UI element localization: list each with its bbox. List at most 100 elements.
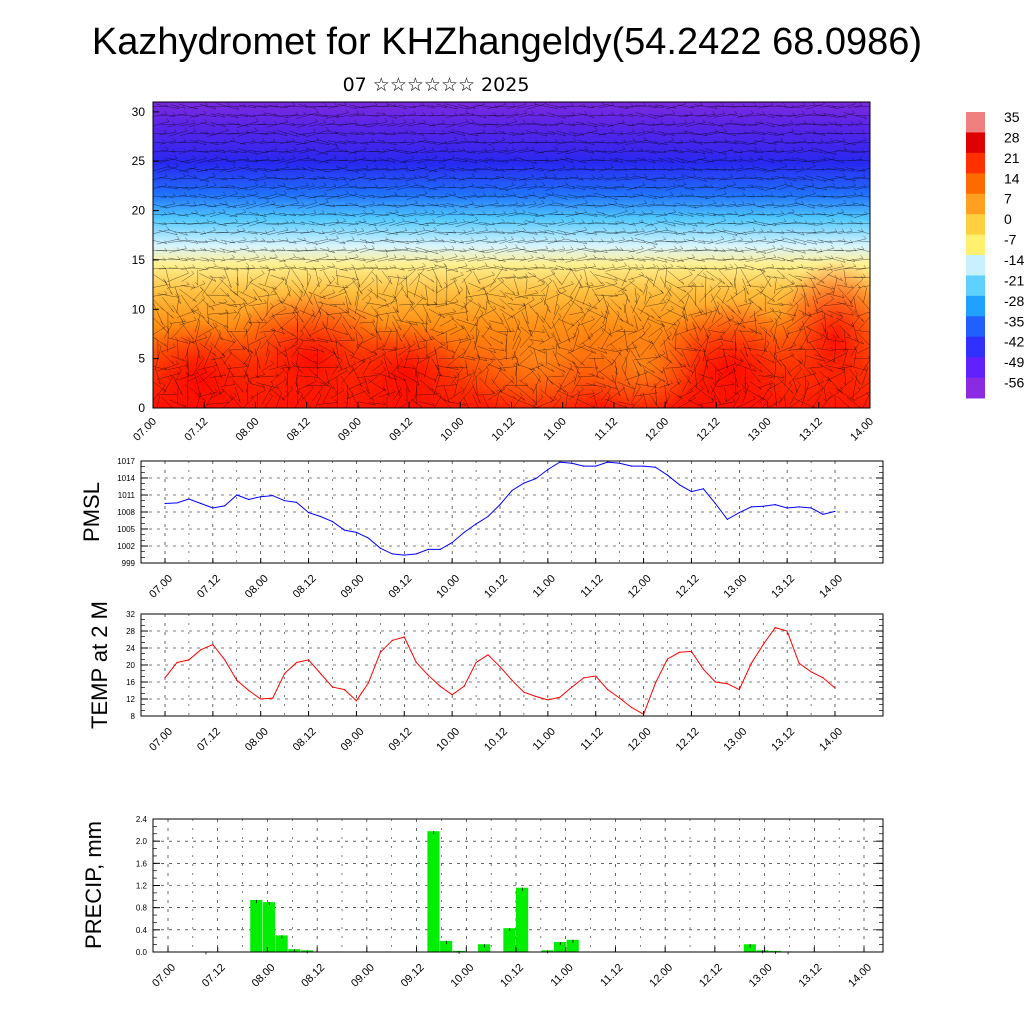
colorbar-label: -56	[1004, 375, 1024, 391]
precip-bar	[516, 887, 529, 952]
data-point	[212, 644, 214, 646]
data-point	[690, 491, 693, 493]
y-tick-label: 2.4	[136, 815, 148, 824]
data-point	[331, 686, 334, 688]
data-point	[487, 654, 489, 656]
colorbar-swatch	[966, 152, 985, 174]
data-point	[750, 662, 752, 664]
section-x-tick-label: 07.12	[182, 416, 210, 444]
x-tick-label: 08.12	[291, 726, 319, 754]
data-point	[319, 515, 322, 518]
data-point	[284, 500, 286, 502]
y-tick-label: 1011	[118, 491, 136, 500]
precip-bar	[478, 944, 491, 952]
panel-frame	[152, 818, 884, 953]
wind-barbs	[153, 102, 870, 408]
data-point	[559, 696, 561, 698]
y-tick-label: 12	[126, 695, 135, 704]
x-tick-label: 07.00	[147, 726, 175, 754]
panel-frame	[140, 613, 884, 717]
y-tick-label: 1005	[117, 525, 135, 534]
data-point	[666, 658, 669, 660]
data-point	[822, 677, 824, 679]
y-tick-label: 20	[126, 661, 135, 670]
data-point	[379, 547, 381, 549]
temperature-panel: 32 28 24 20 16 12 8 07.00 07.12 08.00 08.12 09.00 09…	[87, 601, 884, 754]
data-point	[475, 523, 477, 525]
data-point	[631, 465, 633, 467]
x-tick-label: 11.00	[548, 962, 575, 989]
data-point	[762, 505, 764, 507]
data-point	[176, 502, 178, 504]
section-y-tick-label: 0	[138, 401, 145, 415]
data-point	[391, 639, 393, 641]
x-tick-label: 13.00	[747, 962, 775, 990]
data-point	[607, 461, 609, 463]
section-y-axis: 0 5 10 15 20 25 30	[132, 105, 159, 415]
colorbar-label: -35	[1004, 313, 1024, 329]
data-point	[415, 553, 417, 555]
colorbar-label: 7	[1004, 191, 1012, 207]
colorbar-swatch	[966, 377, 985, 399]
x-tick-label: 12.12	[674, 573, 702, 601]
x-tick-label: 13.00	[721, 726, 749, 754]
data-point	[535, 477, 537, 480]
colorbar-label: 21	[1004, 150, 1020, 166]
data-point	[595, 675, 597, 677]
data-point	[738, 689, 740, 691]
data-point	[834, 687, 836, 689]
data-point	[631, 706, 633, 709]
y-tick-label: 0.8	[136, 904, 148, 913]
y-tick-label: 24	[126, 644, 135, 653]
chart-subtitle: 07 ☆☆☆☆☆☆ 2025	[343, 74, 530, 96]
data-point	[367, 682, 369, 684]
data-point	[451, 694, 453, 696]
section-y-tick-label: 15	[132, 253, 146, 267]
precip-bar	[440, 940, 453, 952]
data-point	[307, 511, 310, 514]
data-point	[511, 679, 513, 681]
data-point	[726, 518, 728, 520]
precip-bar	[553, 942, 567, 952]
colorbar-swatch	[966, 173, 985, 195]
x-tick-label: 09.12	[386, 573, 414, 601]
x-tick-label: 09.00	[349, 962, 377, 990]
colorbar-swatch	[966, 295, 985, 317]
data-point	[678, 651, 681, 653]
x-tick-label: 12.00	[626, 573, 654, 601]
colorbar-swatch	[966, 275, 985, 297]
data-point	[427, 674, 429, 676]
x-tick-label: 08.12	[299, 962, 327, 990]
colorbar-swatch	[966, 357, 985, 379]
data-point	[200, 649, 202, 651]
data-point	[284, 672, 286, 675]
x-tick-label: 13.00	[721, 573, 749, 601]
x-tick-label: 14.00	[846, 962, 874, 990]
y-tick-label: 16	[126, 678, 135, 687]
x-tick-label: 10.00	[434, 573, 462, 601]
precip-bar	[250, 899, 263, 952]
x-tick-label: 09.12	[386, 726, 414, 754]
data-point	[307, 659, 310, 661]
data-point	[810, 671, 812, 673]
data-point	[678, 484, 681, 486]
data-point	[798, 662, 800, 664]
precip-bar	[503, 928, 516, 952]
data-point	[296, 501, 298, 503]
section-x-tick-label: 11.00	[541, 416, 568, 443]
x-tick-label: 14.00	[817, 726, 845, 754]
x-tick-label: 08.00	[250, 962, 278, 990]
x-tick-label: 14.00	[817, 573, 845, 601]
data-point	[260, 496, 262, 498]
colorbar-label: -28	[1004, 293, 1024, 309]
x-tick-label: 11.00	[531, 573, 558, 600]
data-point	[523, 691, 525, 693]
colorbar-label: 35	[1004, 109, 1020, 125]
y-tick-label: 1017	[117, 457, 135, 466]
colorbar-label: -49	[1004, 354, 1024, 370]
chart-title: Kazhydromet for KHZhangeldy(54.2422 68.0…	[92, 21, 922, 63]
colorbar-swatch	[966, 132, 985, 154]
section-x-tick-label: 12.12	[695, 416, 723, 444]
data-point	[750, 506, 752, 508]
data-point	[224, 659, 226, 661]
